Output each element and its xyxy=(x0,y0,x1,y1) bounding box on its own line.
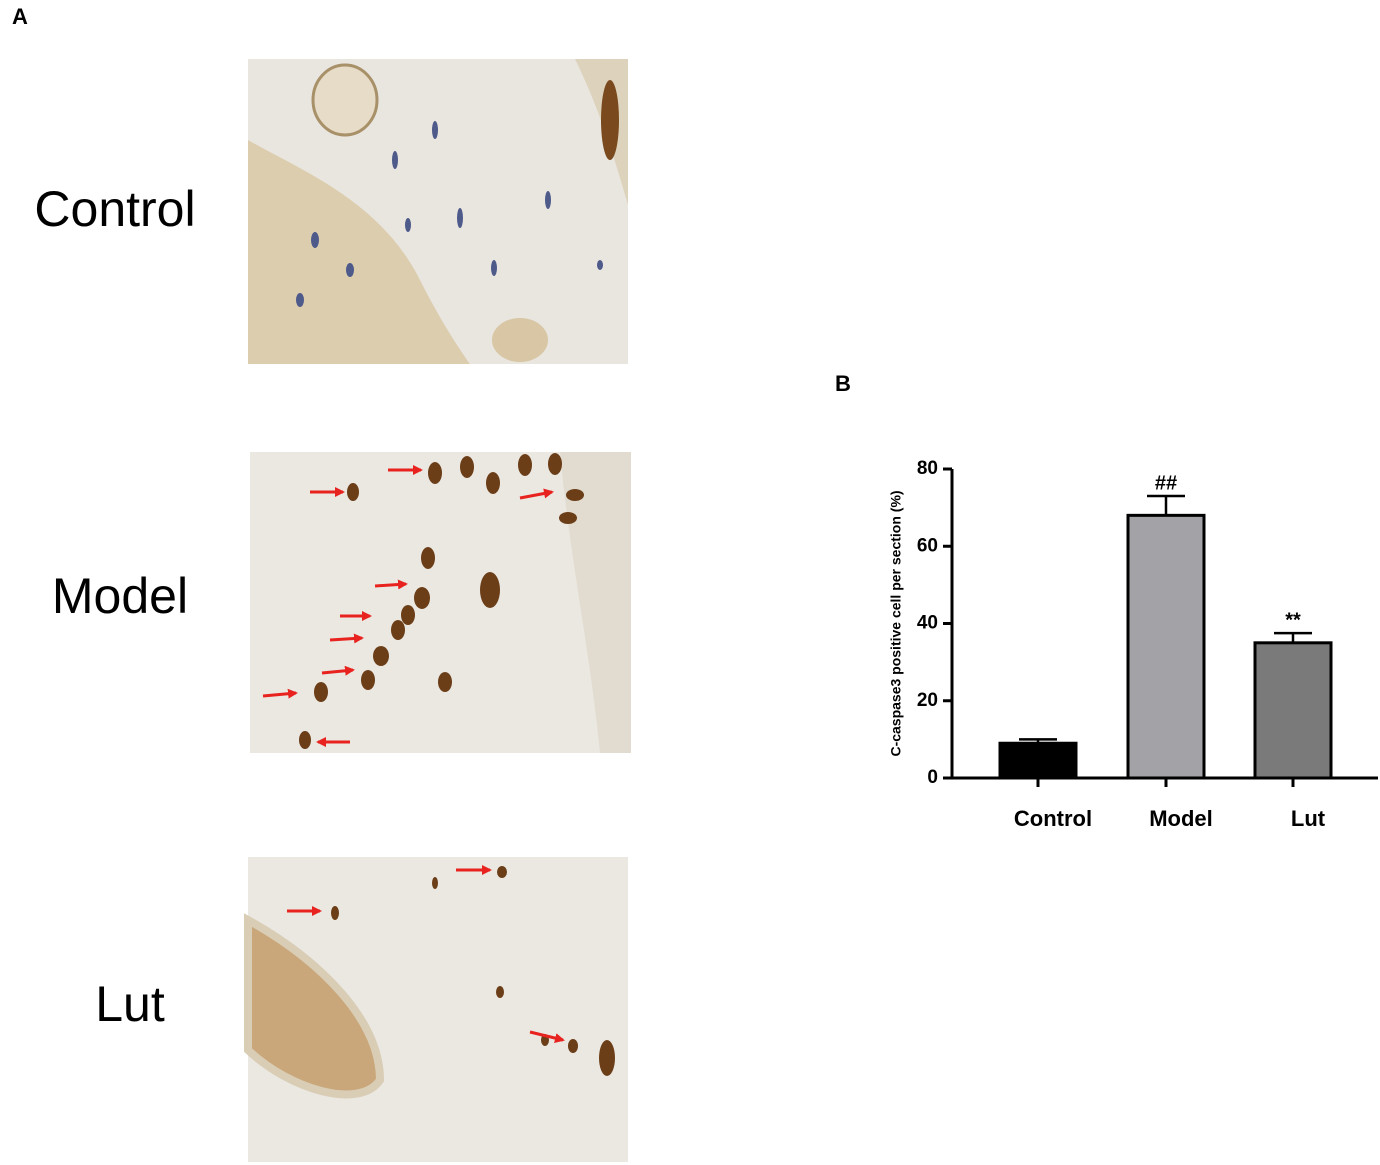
row-label: Lut xyxy=(95,976,165,1032)
row-label: Model xyxy=(52,568,188,624)
x-tick-label: Model xyxy=(1149,806,1213,831)
micrograph xyxy=(244,857,628,1162)
y-tick-label: 40 xyxy=(917,613,938,634)
bar-chart: B C-caspase3 positive cell per section (%… xyxy=(835,371,1378,831)
panel-label: B xyxy=(835,371,851,396)
y-tick-label: 80 xyxy=(917,458,938,479)
bar xyxy=(998,741,1078,780)
bar xyxy=(1126,513,1206,780)
significance-label: ## xyxy=(1155,472,1177,494)
bar xyxy=(1253,641,1333,780)
significance-label: ** xyxy=(1285,609,1301,631)
row-label: Control xyxy=(34,181,195,237)
x-tick-label: Control xyxy=(1014,806,1092,831)
x-tick-label: Lut xyxy=(1291,806,1326,831)
panel-label: A xyxy=(12,4,28,29)
y-tick-label: 60 xyxy=(917,535,938,556)
y-tick-label: 0 xyxy=(927,767,938,788)
micrograph xyxy=(250,452,631,753)
micrograph xyxy=(248,59,628,364)
y-axis-label: C-caspase3 positive cell per section (%) xyxy=(888,490,904,756)
y-tick-label: 20 xyxy=(917,690,938,711)
